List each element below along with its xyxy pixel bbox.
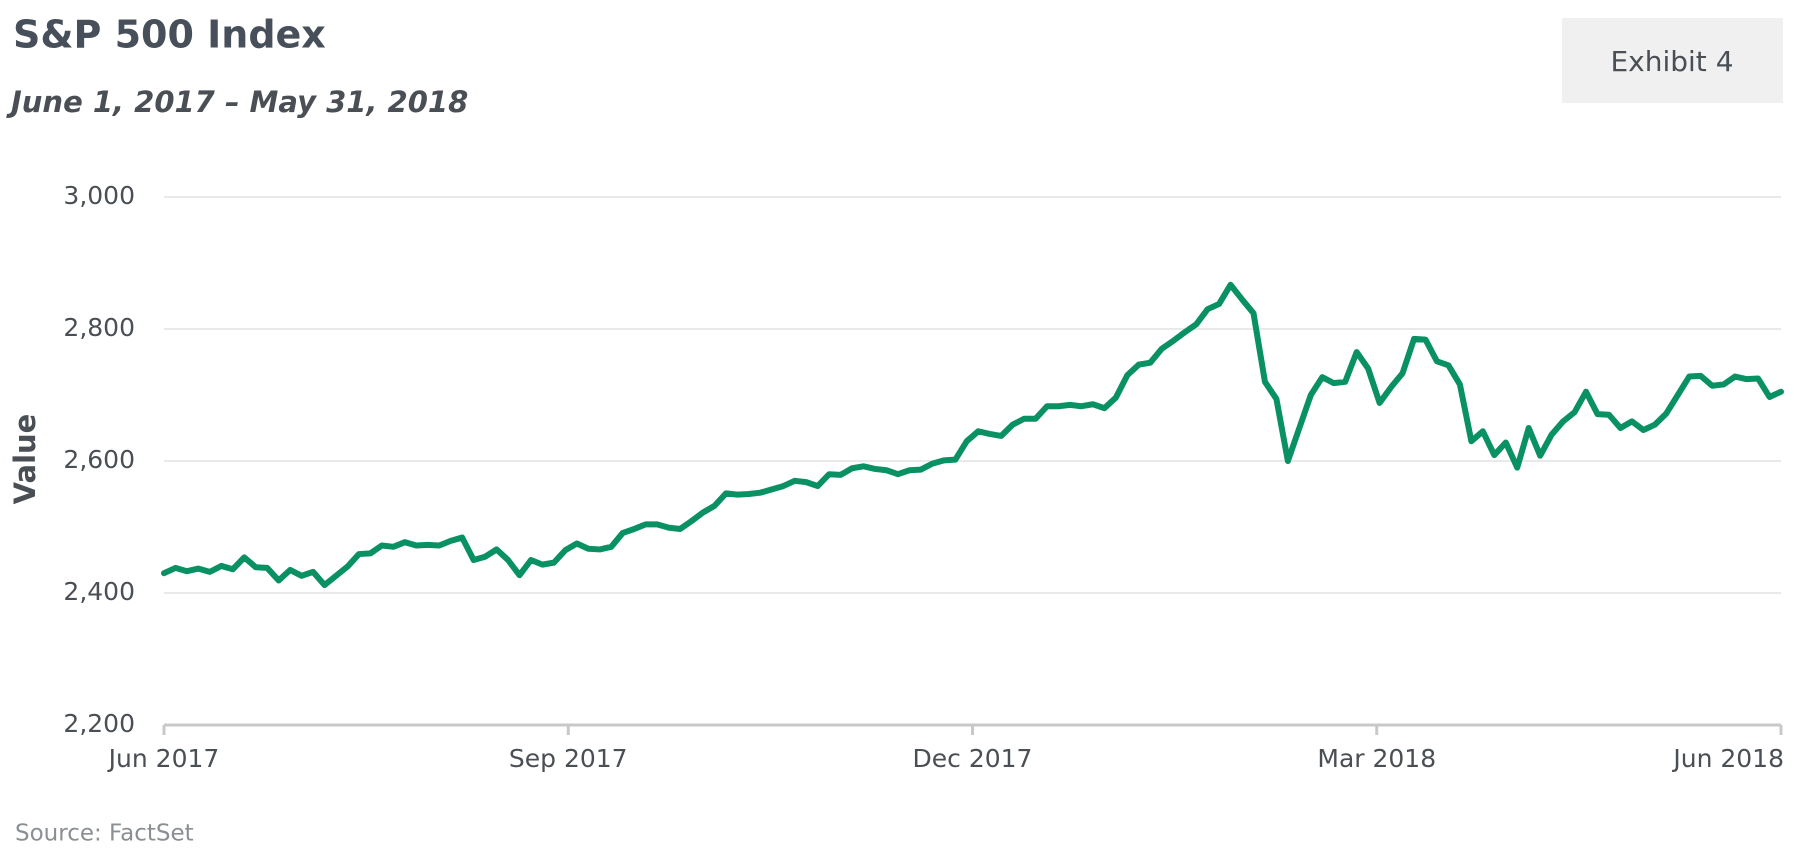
y-tick-label: 2,400 bbox=[63, 577, 135, 606]
exhibit-label: Exhibit 4 bbox=[1610, 45, 1733, 78]
chart-title: S&P 500 Index bbox=[13, 13, 326, 57]
x-tick-label: Mar 2018 bbox=[1317, 744, 1436, 773]
exhibit-box bbox=[1562, 18, 1783, 103]
price-line bbox=[161, 281, 1784, 589]
x-tick-label: Dec 2017 bbox=[913, 744, 1033, 773]
x-tick-label: Jun 2018 bbox=[1671, 744, 1784, 773]
y-tick-label: 2,600 bbox=[63, 445, 135, 474]
y-tick-label: 3,000 bbox=[63, 181, 135, 210]
y-tick-label: 2,800 bbox=[63, 313, 135, 342]
chart-subtitle: June 1, 2017 – May 31, 2018 bbox=[6, 85, 468, 119]
x-tick-label: Sep 2017 bbox=[509, 744, 628, 773]
x-tick-label: Jun 2017 bbox=[107, 744, 220, 773]
y-tick-label: 2,200 bbox=[63, 709, 135, 738]
y-axis-label: Value bbox=[8, 414, 42, 505]
source: Source: FactSet bbox=[15, 821, 194, 847]
